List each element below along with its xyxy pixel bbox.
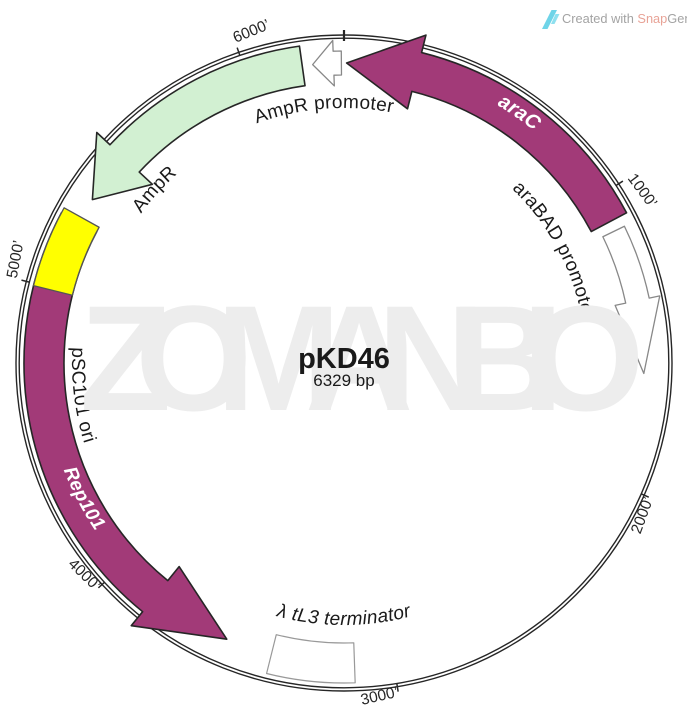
svg-text:Created with SnapGene®: Created with SnapGene® <box>562 10 687 26</box>
svg-text:6329 bp: 6329 bp <box>313 371 374 390</box>
